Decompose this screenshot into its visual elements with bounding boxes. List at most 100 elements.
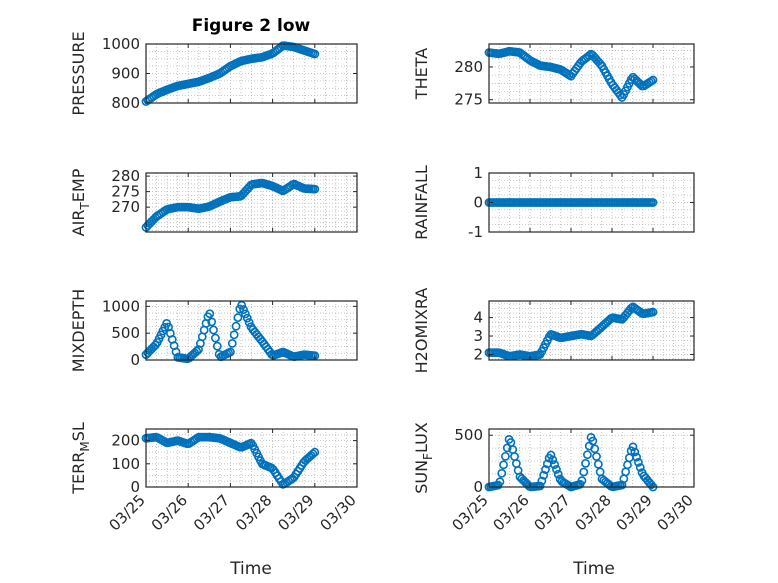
figure-title: Figure 2 low (192, 16, 311, 36)
data-point (535, 481, 545, 491)
x-axis-label-right: Time (572, 559, 615, 579)
axes-box-sunflux (488, 428, 695, 488)
data-point (584, 51, 594, 60)
data-point (635, 463, 645, 472)
axes-box-mixdepth (145, 300, 358, 361)
y-tick-label: 0 (130, 478, 140, 496)
data-point (634, 457, 643, 467)
y-tick-label: 1000 (102, 297, 140, 315)
y-tick-label: 4 (473, 309, 483, 327)
data-point (244, 318, 254, 327)
y-tick-label: 3 (473, 327, 483, 345)
data-point (205, 309, 215, 319)
data-point (550, 460, 559, 470)
data-point (541, 465, 550, 474)
series-theta (484, 46, 658, 102)
data-point (577, 476, 587, 486)
data-point (592, 452, 601, 461)
grid-rainfall (488, 172, 695, 233)
subplot-pressure: 800 900 1000 PRESSURE (69, 31, 358, 116)
data-point (310, 184, 320, 194)
data-point (552, 465, 561, 474)
y-axis-label-pressure: PRESSURE (69, 31, 88, 115)
data-point (237, 300, 247, 310)
axes-box-airtemp (145, 172, 358, 233)
y-tick-label: 1 (473, 164, 483, 182)
y-tick-label: 0 (130, 351, 140, 369)
data-point (626, 303, 636, 313)
series-terr (141, 432, 320, 489)
y-tick-label: 200 (111, 432, 140, 450)
data-point (628, 442, 638, 452)
data-point (546, 450, 556, 460)
series-rainfall (484, 198, 658, 207)
y-axis-label-h2omixra: H2OMIXRA (412, 288, 431, 374)
y-axis-label-sunflux: SUNFLUX (412, 422, 435, 494)
y-tick-label: 100 (111, 455, 140, 473)
data-point (192, 346, 202, 356)
y-tick-label: 1000 (102, 35, 140, 53)
y-tick-label: 800 (111, 94, 140, 112)
data-point (497, 468, 507, 478)
data-point (212, 341, 222, 351)
data-point (553, 469, 563, 479)
data-point (630, 447, 640, 457)
data-point (210, 333, 220, 343)
y-axis-label-terr: TERRMSL (69, 422, 92, 495)
axes-box-terr (145, 428, 358, 488)
data-point (588, 436, 598, 446)
data-point (548, 455, 558, 465)
y-tick-label: 280 (111, 167, 140, 185)
data-point (583, 450, 592, 460)
data-point (242, 313, 252, 323)
series-pressure (141, 41, 320, 106)
y-axis-label-theta: THETA (412, 48, 431, 100)
y-tick-label: 0 (473, 194, 483, 212)
data-point (225, 347, 235, 357)
data-point (648, 75, 658, 85)
series-airtemp (141, 178, 320, 232)
y-tick-label: 275 (111, 183, 140, 201)
data-point (227, 338, 237, 348)
data-point (207, 317, 217, 327)
subplot-mixdepth: 0 500 1000 MIXDEPTH (69, 289, 358, 372)
y-axis-label-mixdepth: MIXDEPTH (69, 289, 88, 372)
y-tick-label: 0 (473, 478, 483, 496)
data-point (499, 460, 508, 470)
data-point (648, 307, 658, 317)
y-tick-label: 900 (111, 65, 140, 83)
series-h2omixra (484, 302, 658, 361)
data-point (495, 477, 505, 487)
y-axis-label-rainfall: RAINFALL (412, 165, 431, 240)
data-point (648, 198, 658, 207)
data-point (310, 447, 320, 457)
data-point (308, 449, 318, 459)
y-tick-label: 500 (111, 324, 140, 342)
data-point (579, 467, 589, 477)
series-mixdepth (141, 300, 320, 364)
data-point (231, 321, 241, 331)
y-tick-label: 280 (454, 58, 483, 76)
data-point (590, 444, 600, 454)
y-tick-label: 500 (454, 426, 483, 444)
y-tick-label: -1 (468, 223, 483, 241)
axes-box-h2omixra (488, 300, 695, 361)
data-point (310, 49, 320, 59)
y-axis-label-airtemp: AIRTEMP (69, 168, 92, 236)
data-point (233, 313, 243, 323)
data-point (593, 459, 603, 469)
subplot-theta: 275 280 THETA (412, 43, 695, 109)
y-tick-label: 270 (111, 198, 140, 216)
axes-box-theta (488, 43, 695, 104)
subplot-rainfall: -1 0 1 RAINFALL (412, 164, 695, 241)
y-tick-label: 275 (454, 91, 483, 109)
data-point (646, 480, 656, 490)
data-point (537, 476, 547, 486)
data-point (229, 330, 239, 340)
y-tick-label: 2 (473, 345, 483, 363)
data-point (500, 451, 510, 461)
data-point (626, 75, 636, 84)
